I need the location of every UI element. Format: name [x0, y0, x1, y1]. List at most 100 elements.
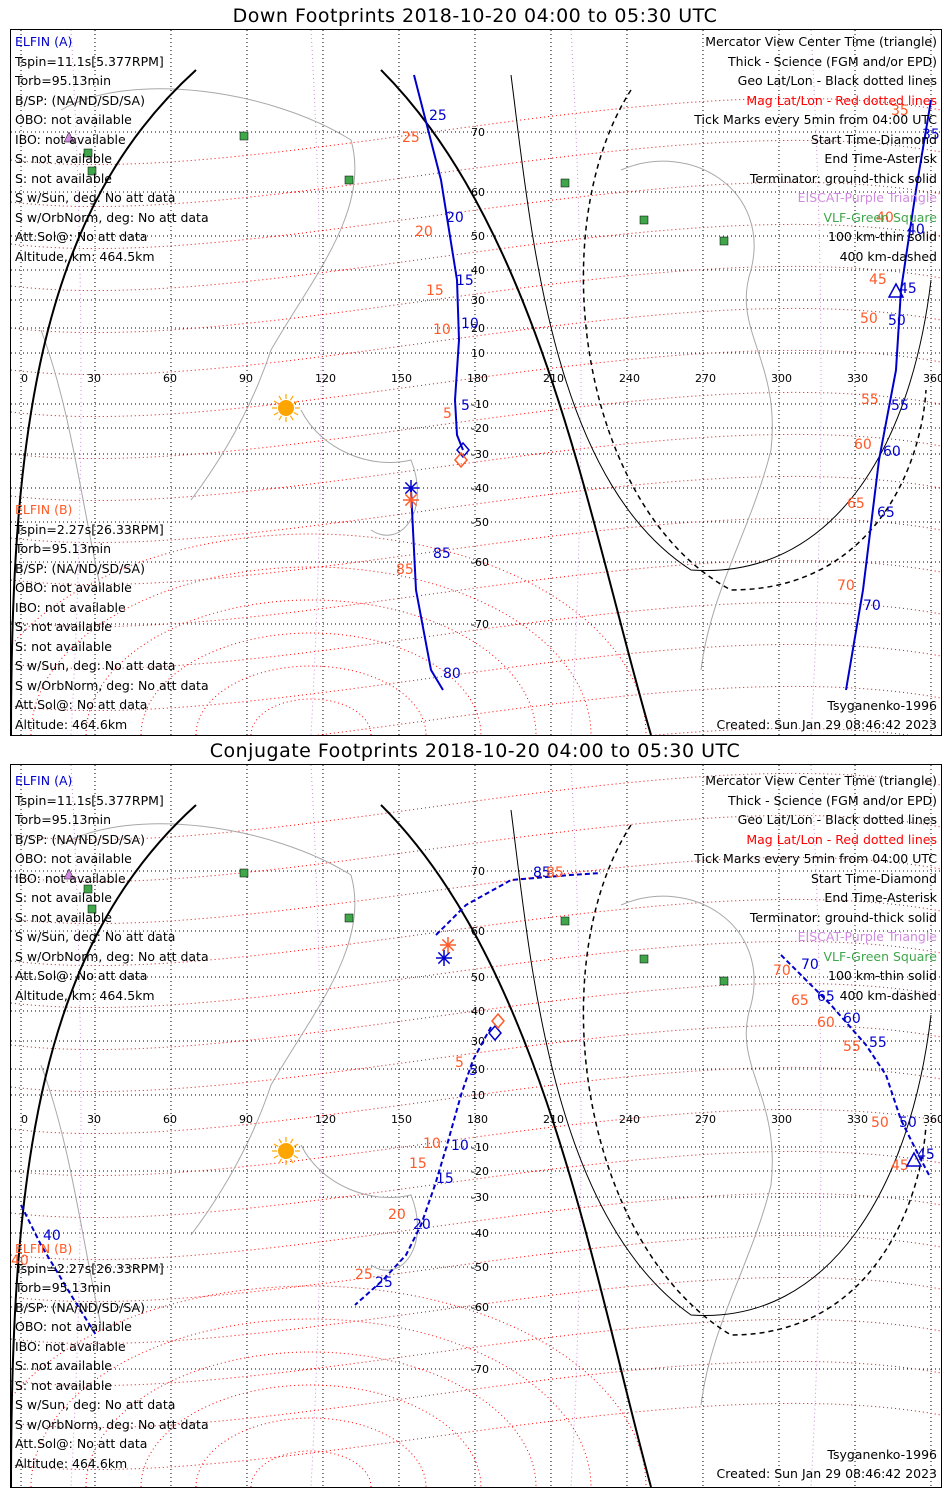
- track-tick-label: 40: [907, 222, 925, 238]
- lon-tick-label: 150: [391, 1113, 412, 1126]
- sun-ray: [293, 1154, 299, 1159]
- lat-tick-label: 10: [471, 1089, 485, 1102]
- elfin-a-header: ELFIN (A): [15, 34, 73, 49]
- info-line: S w/OrbNorm, deg: No att data: [15, 677, 209, 693]
- sun-ray: [273, 1154, 279, 1159]
- terminator-400km: [582, 89, 927, 591]
- track-tick-label: 45: [891, 1158, 909, 1174]
- vlf-square-icon: [87, 904, 97, 914]
- mag-parallel: [11, 349, 941, 418]
- track-tick-label: 20: [413, 1217, 431, 1233]
- model-label: Tsyganenko-1996: [827, 698, 937, 713]
- panel-title-down: Down Footprints 2018-10-20 04:00 to 05:3…: [232, 5, 718, 27]
- track-tick-label: 85: [396, 562, 414, 578]
- conjugate-footprints-map: 0 30 60 90 120 150 180 210 240 270 300 330 360 70 60 50…: [10, 764, 942, 1488]
- mag-parallel: [11, 601, 941, 670]
- track-tick-label: 45: [899, 281, 917, 297]
- legend: Mercator View Center Time (triangle) Thic…: [694, 771, 937, 1005]
- info-line: OBO: not available: [15, 112, 132, 127]
- info-line: S: not available: [15, 1377, 112, 1393]
- vlf-square-icon: [719, 976, 729, 986]
- asterisk-end-icon: [404, 493, 418, 507]
- track-tick-label: 45: [917, 1147, 935, 1163]
- lat-tick-label: -70: [471, 618, 489, 631]
- track-tick-label: 15: [456, 273, 474, 289]
- coastline: [60, 88, 356, 501]
- track-tick-label: 55: [891, 398, 909, 414]
- mag-circle: [140, 632, 482, 735]
- track-tick-label: 15: [426, 283, 444, 299]
- sun-ray: [278, 395, 283, 401]
- legend: Mercator View Center Time (triangle) Thic…: [694, 32, 937, 266]
- legend-item: EISCAT-Purple Triangle: [797, 190, 937, 205]
- mag-circle: [250, 698, 372, 735]
- terminator-100km: [510, 74, 932, 572]
- mag-circle: [140, 1384, 482, 1487]
- coastline: [40, 329, 102, 591]
- legend-item: VLF-Green Square: [823, 948, 937, 964]
- lat-tick-label: -60: [471, 1301, 489, 1314]
- lon-tick-label: 30: [87, 1113, 101, 1126]
- track-tick-label: 40: [11, 1253, 29, 1269]
- mag-parallel: [11, 814, 941, 883]
- mag-parallel: [11, 898, 941, 967]
- lat-tick-label: -70: [471, 1363, 489, 1376]
- legend-item: VLF-Green Square: [823, 209, 937, 225]
- track-tick-label: 60: [843, 1011, 861, 1027]
- track-tick-label: 50: [888, 313, 906, 329]
- info-line: B/SP: (NA/ND/SD/SA): [15, 92, 145, 108]
- vlf-square-icon: [639, 215, 649, 225]
- eiscat-triangle-icon: [63, 868, 75, 880]
- legend-item: EISCAT-Purple Triangle: [797, 929, 937, 944]
- elfin-a-header: ELFIN (A): [15, 773, 73, 788]
- info-line: B/SP: (NA/ND/SD/SA): [15, 831, 145, 847]
- info-line: S: not available: [15, 619, 112, 634]
- lon-tick-label: 60: [163, 372, 177, 385]
- lon-tick-label: 240: [619, 372, 640, 385]
- lat-tick-label: -10: [471, 398, 489, 411]
- track-tick-label: 85: [533, 865, 551, 881]
- elfin-a-track: [845, 99, 932, 691]
- mag-meridian: [570, 30, 582, 735]
- info-line: S w/Sun, deg: No att data: [15, 929, 176, 944]
- mag-parallel: [11, 643, 941, 712]
- track-tick-label: 50: [871, 1115, 889, 1131]
- legend-item: End Time-Asterisk: [824, 151, 937, 166]
- info-line: S w/Sun, deg: No att data: [15, 658, 176, 673]
- track-tick-label: 70: [837, 578, 855, 594]
- track-tick-label: 65: [877, 505, 895, 521]
- track-tick-label: 60: [817, 1015, 835, 1031]
- sun-ray: [278, 415, 283, 421]
- mag-parallel: [11, 97, 941, 166]
- track-tick-label: 80: [443, 666, 461, 682]
- coastline: [620, 895, 773, 1406]
- elfin-a-track: [354, 1026, 492, 1306]
- mag-meridian: [310, 765, 322, 1487]
- lat-tick-label: -30: [471, 1191, 489, 1204]
- legend-item: Tick Marks every 5min from 04:00 UTC: [694, 112, 937, 127]
- sun-ray: [278, 1158, 283, 1164]
- track-tick-label: 10: [451, 1138, 469, 1154]
- sun-ray: [273, 1143, 279, 1148]
- lon-tick-label: 30: [87, 372, 101, 385]
- mag-parallel: [11, 265, 941, 334]
- sun-ray: [293, 400, 299, 405]
- elfin-a-track: [780, 954, 930, 1176]
- legend-item: Start Time-Diamond: [810, 870, 937, 886]
- track-tick-label: 20: [388, 1207, 406, 1223]
- lon-tick-label: 330: [847, 1113, 868, 1126]
- legend-item: Thick - Science (FGM and/or EPD): [728, 53, 937, 69]
- mag-parallel: [315, 685, 941, 735]
- legend-item: Terminator: ground-thick solid: [749, 170, 937, 186]
- vlf-square-icon: [639, 954, 649, 964]
- elfin-b-header: ELFIN (B): [15, 502, 73, 517]
- legend-item: Terminator: ground-thick solid: [749, 909, 937, 925]
- lat-tick-label: 40: [471, 264, 485, 277]
- track-tick-label: 45: [869, 272, 887, 288]
- info-line: IBO: not available: [15, 1338, 126, 1354]
- diamond-start-icon: [456, 441, 470, 459]
- legend-item: Tick Marks every 5min from 04:00 UTC: [694, 851, 937, 866]
- legend-item: Mercator View Center Time (triangle): [705, 773, 937, 788]
- triangle-center-icon: [887, 282, 905, 298]
- info-line: Att.Sol@: No att data: [15, 1436, 148, 1451]
